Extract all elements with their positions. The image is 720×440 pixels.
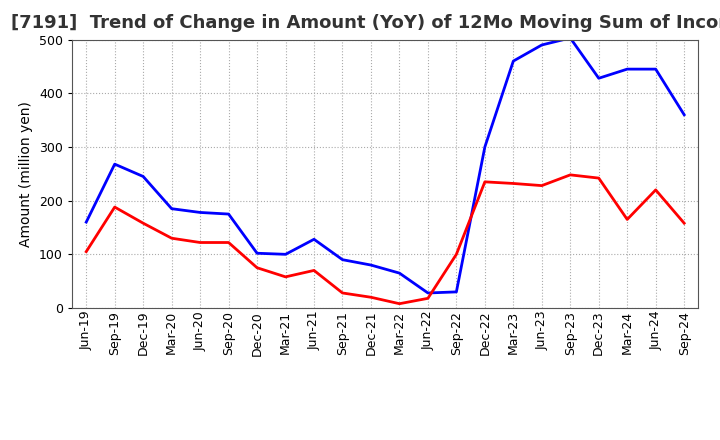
- Net Income: [196, 240, 204, 245]
- Ordinary Income: [225, 211, 233, 216]
- Ordinary Income: [338, 257, 347, 262]
- Net Income: [652, 187, 660, 193]
- Ordinary Income: [139, 174, 148, 179]
- Ordinary Income: [282, 252, 290, 257]
- Net Income: [595, 176, 603, 181]
- Net Income: [566, 172, 575, 177]
- Ordinary Income: [595, 76, 603, 81]
- Net Income: [452, 252, 461, 257]
- Ordinary Income: [652, 66, 660, 72]
- Ordinary Income: [423, 290, 432, 296]
- Y-axis label: Amount (million yen): Amount (million yen): [19, 101, 33, 247]
- Ordinary Income: [566, 35, 575, 40]
- Net Income: [623, 217, 631, 222]
- Net Income: [82, 249, 91, 254]
- Ordinary Income: [366, 262, 375, 268]
- Net Income: [167, 235, 176, 241]
- Net Income: [395, 301, 404, 306]
- Net Income: [139, 220, 148, 226]
- Ordinary Income: [167, 206, 176, 211]
- Net Income: [480, 179, 489, 184]
- Ordinary Income: [509, 59, 518, 64]
- Ordinary Income: [310, 237, 318, 242]
- Line: Ordinary Income: Ordinary Income: [86, 38, 684, 293]
- Net Income: [509, 181, 518, 186]
- Net Income: [338, 290, 347, 296]
- Ordinary Income: [196, 210, 204, 215]
- Net Income: [253, 265, 261, 270]
- Ordinary Income: [82, 220, 91, 225]
- Title: [7191]  Trend of Change in Amount (YoY) of 12Mo Moving Sum of Incomes: [7191] Trend of Change in Amount (YoY) o…: [11, 15, 720, 33]
- Net Income: [537, 183, 546, 188]
- Net Income: [282, 274, 290, 279]
- Ordinary Income: [537, 42, 546, 48]
- Ordinary Income: [480, 144, 489, 150]
- Ordinary Income: [452, 289, 461, 294]
- Ordinary Income: [680, 112, 688, 117]
- Ordinary Income: [623, 66, 631, 72]
- Ordinary Income: [110, 161, 119, 167]
- Line: Net Income: Net Income: [86, 175, 684, 304]
- Net Income: [225, 240, 233, 245]
- Net Income: [680, 220, 688, 226]
- Ordinary Income: [395, 271, 404, 276]
- Net Income: [423, 296, 432, 301]
- Net Income: [110, 205, 119, 210]
- Net Income: [310, 268, 318, 273]
- Ordinary Income: [253, 251, 261, 256]
- Net Income: [366, 295, 375, 300]
